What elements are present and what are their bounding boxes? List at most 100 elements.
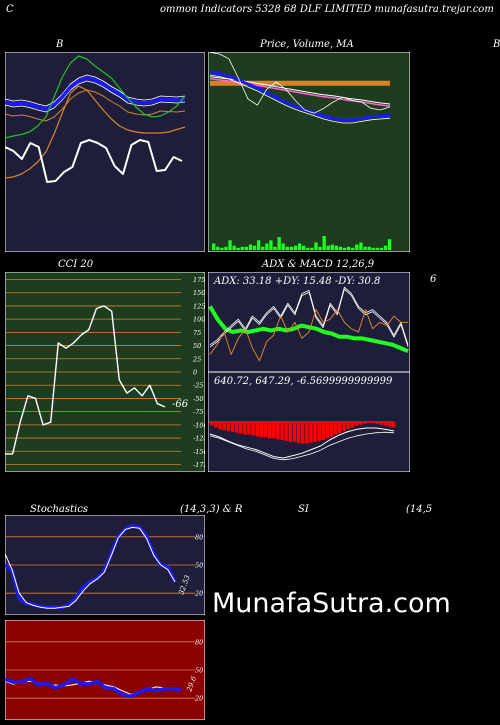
volume-bar: [228, 240, 232, 250]
cci-tick-label: 100: [193, 316, 205, 324]
header-left-char: C: [6, 4, 14, 15]
stoch-title-left: Stochastics: [30, 504, 88, 515]
macd-histogram-bar: [358, 422, 363, 425]
bollinger-upper-band: [5, 55, 186, 139]
volume-bar: [212, 243, 216, 250]
stoch-title-right-b: (14,5: [406, 504, 433, 515]
cci-tick-label: 125: [193, 302, 205, 310]
volume-bar: [232, 245, 236, 250]
volume-bar: [363, 246, 367, 250]
price-right-char: B: [493, 39, 500, 50]
cci-tick-label: 0: [193, 369, 197, 377]
macd-histogram-bar: [317, 422, 321, 441]
volume-bar: [269, 240, 273, 250]
cci-line: [5, 305, 166, 455]
page-title: ommon Indicators 5328 68 DLF LIMITED mun…: [160, 4, 494, 15]
cci-tick-label: -50: [193, 395, 203, 403]
plus-di-line-2: [209, 286, 409, 346]
macd-signal-line: [209, 431, 395, 461]
macd-histogram-bar: [210, 422, 214, 426]
bollinger-title: B: [56, 39, 64, 50]
volume-bar: [273, 246, 277, 250]
volume-bar: [306, 247, 310, 250]
volume-bar: [379, 247, 383, 250]
volume-bar: [314, 242, 318, 250]
volume-bar: [216, 246, 220, 250]
macd-histogram-bar: [226, 422, 230, 431]
volume-bar: [330, 244, 334, 250]
bollinger-lower-band: [5, 85, 186, 179]
macd-histogram-bar: [259, 422, 264, 438]
volume-bar: [244, 246, 248, 250]
plus-di-line: [209, 288, 409, 348]
cci-tick-label: -75: [193, 408, 203, 416]
macd-histogram-bar: [230, 422, 235, 432]
macd-histogram-bar: [280, 422, 284, 440]
bollinger-middle-edge-upper: [5, 74, 186, 107]
stoch-tick-label: 20: [194, 590, 203, 598]
adx-line: [208, 305, 409, 354]
cci-last-label: -66: [172, 399, 189, 410]
price-ma-blue-edge: [209, 74, 391, 124]
minus-di-line: [209, 309, 408, 362]
volume-bar: [310, 247, 314, 250]
cci-tick-label: 25: [192, 355, 201, 363]
volume-bar: [285, 246, 289, 250]
rsi-tick-label: 50: [195, 667, 203, 675]
cci-title: CCI 20: [58, 259, 94, 270]
volume-bar: [351, 247, 355, 250]
volume-bar: [297, 243, 302, 250]
volume-bar: [248, 244, 253, 250]
macd-histogram-bar: [255, 422, 259, 437]
macd-histogram-bar: [276, 422, 280, 440]
stoch-tick-label: 50: [195, 562, 203, 570]
macd-histogram-bar: [247, 422, 251, 435]
macd-histogram-bar: [251, 422, 255, 436]
volume-bar: [236, 247, 240, 250]
macd-histogram-bar: [329, 422, 334, 437]
volume-bar: [326, 245, 330, 250]
macd-histogram-bar: [362, 422, 367, 424]
macd-histogram-bar: [325, 422, 330, 439]
macd-histogram-bar: [292, 422, 297, 442]
macd-line: [209, 427, 395, 459]
volume-bar: [375, 247, 379, 250]
cci-tick-label: -25: [193, 382, 203, 390]
volume-bar: [367, 246, 371, 250]
volume-bar: [265, 243, 269, 250]
macd-histogram-bar: [334, 422, 338, 435]
macd-histogram-bar: [354, 422, 359, 426]
stoch-d-line: [5, 526, 176, 609]
macd-histogram-bar: [284, 422, 288, 441]
watermark: MunafaSutra.com: [212, 588, 451, 619]
rsi-tick-label: 20: [194, 695, 203, 703]
cci-tick-label: 50: [193, 342, 201, 350]
stoch-k-line: [5, 523, 177, 610]
adx-panel-bg: [208, 272, 410, 372]
macd-histogram-bar: [288, 422, 292, 442]
price-line: [209, 52, 391, 114]
stoch-tick-label: 80: [195, 533, 203, 541]
stoch-title-right-a: SI: [298, 504, 309, 515]
volume-bar: [338, 246, 343, 250]
bollinger-price-line: [5, 139, 183, 183]
volume-bar: [277, 237, 281, 250]
volume-bar: [281, 243, 285, 250]
macd-chart: 640.72, 647.29, -6.5699999999999: [208, 372, 410, 472]
volume-bar: [293, 245, 298, 250]
macd-histogram-bar: [383, 422, 388, 426]
macd-histogram-bar: [243, 422, 247, 435]
bollinger-middle-line: [5, 76, 186, 111]
macd-histogram-bar: [214, 422, 218, 428]
macd-histogram-bar: [267, 422, 272, 439]
macd-values: 640.72, 647.29, -6.5699999999999: [214, 376, 393, 387]
volume-bar: [342, 247, 347, 250]
macd-histogram-bar: [305, 422, 309, 444]
volume-bar: [318, 246, 322, 250]
macd-histogram-bar: [300, 422, 305, 444]
bollinger-middle-edge-lower: [5, 80, 186, 113]
macd-histogram-bar: [346, 422, 350, 430]
macd-histogram-bar: [321, 422, 326, 440]
macd-histogram-bar: [309, 422, 313, 443]
